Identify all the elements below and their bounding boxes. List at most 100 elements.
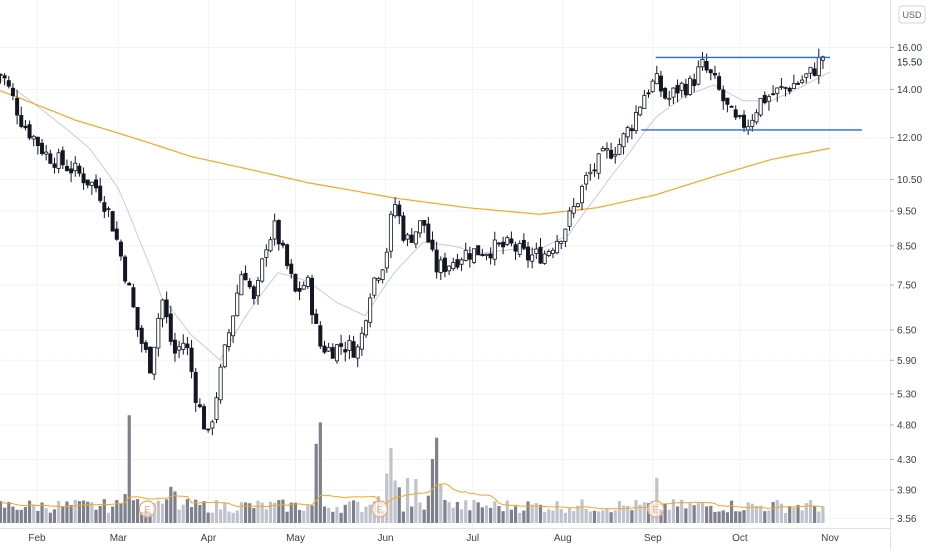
price-axis[interactable]: 16.00 14.00 12.00 10.50 9.50 8.50 7.50 6.50 5.90…	[890, 0, 922, 550]
volume-bar	[289, 502, 293, 523]
candle	[235, 284, 240, 317]
volume-bar	[572, 510, 576, 523]
currency-badge[interactable]: USD	[898, 5, 926, 24]
candle-body	[696, 66, 701, 85]
time-axis[interactable]: Feb Mar Apr May Jun Jul Aug Sep Oct Nov	[0, 528, 890, 545]
candle-body	[235, 292, 240, 317]
candle-body	[467, 253, 472, 260]
candle	[69, 160, 74, 183]
volume-bar	[725, 512, 730, 523]
volume-bar	[605, 508, 609, 523]
volume-bar	[675, 506, 680, 523]
candle-body	[247, 280, 252, 288]
candle-body	[52, 163, 57, 168]
volume-bar	[235, 510, 239, 523]
candle	[334, 343, 339, 364]
candle-body	[106, 208, 111, 211]
volume-bar	[763, 511, 767, 523]
earnings-marker[interactable]: E	[138, 500, 156, 518]
candle-body	[210, 421, 215, 429]
volume-bar	[459, 509, 464, 523]
candle	[297, 281, 302, 301]
volume-bar	[347, 501, 352, 523]
volume-bar	[750, 503, 754, 523]
candle	[256, 276, 261, 305]
candle-body	[463, 250, 468, 261]
earnings-marker[interactable]: E	[647, 500, 665, 518]
volume-bar	[717, 511, 721, 523]
candle-body	[193, 371, 198, 403]
candle	[384, 247, 389, 273]
candle-body	[596, 153, 601, 174]
volume-bar	[40, 502, 44, 523]
candle	[347, 335, 352, 360]
candle	[708, 68, 713, 81]
candle	[434, 241, 439, 279]
candle	[6, 75, 11, 89]
volume-bar	[563, 512, 568, 523]
candle	[580, 184, 585, 211]
candle-body	[23, 125, 28, 129]
candle-body	[172, 339, 177, 354]
candle-body	[613, 154, 618, 157]
candle-body	[604, 148, 609, 151]
volume-layer	[0, 415, 825, 523]
volume-bar	[430, 459, 435, 523]
candle-body	[783, 87, 788, 89]
candle-body	[413, 231, 418, 245]
volume-bar	[44, 508, 48, 523]
candle	[721, 85, 726, 110]
candle-body	[393, 204, 398, 217]
candle	[426, 216, 431, 243]
volume-bar	[426, 495, 430, 523]
candle-body	[181, 342, 186, 350]
volume-bar	[518, 512, 522, 523]
candle-body	[683, 83, 688, 96]
volume-bar	[69, 504, 73, 523]
candle-body	[364, 320, 369, 336]
candle	[451, 257, 456, 271]
candle-body	[629, 128, 634, 132]
volume-bar	[7, 501, 11, 523]
volume-bar	[705, 506, 709, 523]
current-price-badge-box	[893, 55, 932, 69]
candle	[617, 138, 622, 156]
candle	[480, 248, 485, 257]
candle	[388, 210, 393, 259]
candle	[762, 91, 767, 105]
volume-bar	[584, 509, 588, 523]
candle-body	[459, 259, 464, 265]
price-tick-label: 6.50	[897, 325, 917, 336]
candle	[688, 75, 693, 96]
candle	[193, 367, 198, 412]
candle-body	[0, 73, 3, 76]
volume-bar	[356, 501, 360, 523]
candle	[401, 212, 406, 243]
earnings-marker[interactable]: E	[371, 500, 389, 518]
volume-bar	[243, 502, 248, 523]
candle-body	[488, 253, 493, 259]
volume-bar	[692, 505, 696, 523]
candle-body	[405, 234, 410, 240]
candle	[168, 305, 173, 346]
candle	[339, 334, 344, 355]
candle	[164, 291, 169, 324]
candle	[808, 66, 813, 80]
candle-body	[293, 273, 298, 292]
candle	[555, 234, 560, 255]
volume-bar	[484, 505, 489, 523]
candle	[484, 253, 489, 261]
candle	[48, 149, 53, 165]
candle-body	[123, 256, 128, 282]
candle-body	[617, 144, 622, 155]
candle-body	[226, 332, 231, 347]
candle	[114, 221, 119, 241]
time-tick-label: Jul	[466, 533, 479, 544]
candle	[293, 273, 298, 293]
candle-body	[642, 95, 647, 109]
candle	[305, 274, 310, 289]
candle	[89, 181, 94, 195]
volume-bar	[513, 506, 518, 523]
